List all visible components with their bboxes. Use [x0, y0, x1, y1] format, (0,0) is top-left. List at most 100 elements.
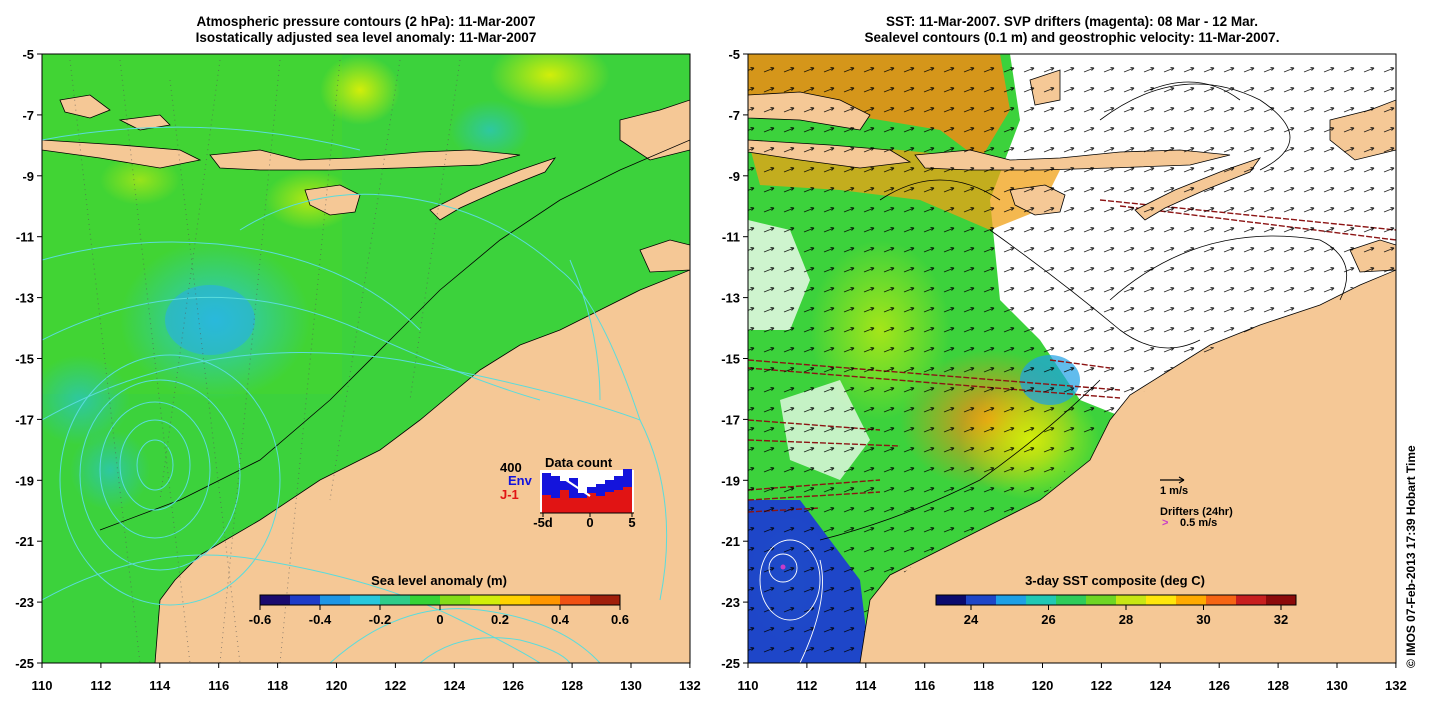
left-lat-label: -11 [16, 230, 34, 245]
left-colorbar-swatch [590, 595, 621, 605]
drifter-speed-label: 0.5 m/s [1180, 517, 1217, 529]
left-colorbar-swatch [440, 595, 471, 605]
right-lat-label: -21 [721, 534, 740, 549]
left-colorbar-tick-label: 0.6 [611, 612, 629, 627]
right-colorbar-tick-label: 24 [964, 612, 979, 627]
inset-bars [542, 469, 632, 513]
left-colorbar-swatch [380, 595, 411, 605]
left-lat-label: -9 [22, 169, 34, 184]
left-lon-label: 120 [326, 678, 348, 693]
left-colorbar-swatch [530, 595, 561, 605]
left-colorbar-tick-label: 0 [436, 612, 443, 627]
right-colorbar-swatch [966, 595, 997, 605]
velocity-legend: 1 m/s Drifters (24hr) > 0.5 m/s [1160, 476, 1233, 529]
right-colorbar-swatch [1236, 595, 1267, 605]
right-colorbar-tick-label: 32 [1274, 612, 1288, 627]
right-title-line2: Sealevel contours (0.1 m) and geostrophi… [864, 30, 1280, 45]
left-colorbar: Sea level anomaly (m) -0.6 -0.4 -0.2 0 0.2 0.… [249, 573, 629, 627]
inset-x-tick-1: -5d [533, 515, 553, 530]
right-lon-label: 118 [973, 678, 994, 693]
right-lon-label: 128 [1267, 678, 1289, 693]
right-colorbar-tick-label: 28 [1119, 612, 1133, 627]
right-lat-label: -13 [721, 291, 740, 306]
right-colorbar: 3-day SST composite (deg C) 24 26 28 30 32 [935, 573, 1297, 627]
right-lat-label: -5 [728, 47, 740, 62]
right-colorbar-swatch [1116, 595, 1147, 605]
left-colorbar-tick-label: 0.2 [491, 612, 509, 627]
right-lat-label: -11 [722, 230, 740, 245]
right-colorbar-swatch [1026, 595, 1057, 605]
left-lon-label: 126 [502, 678, 524, 693]
right-lon-label: 124 [1149, 678, 1171, 693]
left-colorbar-swatch [320, 595, 351, 605]
left-lat-label: -5 [22, 47, 34, 62]
left-lat-label: -23 [15, 595, 34, 610]
left-lon-label: 128 [561, 678, 583, 693]
right-colorbar-swatch [1056, 595, 1087, 605]
left-lon-label: 130 [620, 678, 642, 693]
left-lat-label: -25 [15, 656, 34, 671]
copyright-text: © IMOS 07-Feb-2013 17:39 Hobart Time [1404, 445, 1418, 668]
left-colorbar-ticks: -0.6 -0.4 -0.2 0 0.2 0.4 0.6 [249, 605, 629, 627]
left-colorbar-swatch [290, 595, 321, 605]
left-lon-label: 124 [443, 678, 465, 693]
right-title: SST: 11-Mar-2007. SVP drifters (magenta)… [748, 14, 1396, 46]
left-colorbar-swatch [260, 595, 291, 605]
right-colorbar-swatch [1206, 595, 1237, 605]
right-colorbar-swatches [936, 595, 1297, 605]
right-lon-label: 112 [796, 678, 817, 693]
left-title: Atmospheric pressure contours (2 hPa): 1… [42, 14, 690, 46]
inset-title: Data count [545, 455, 613, 470]
left-colorbar-label: Sea level anomaly (m) [371, 573, 507, 588]
right-lon-label: 122 [1091, 678, 1113, 693]
left-lat-label: -19 [15, 473, 34, 488]
left-colorbar-tick-label: -0.4 [309, 612, 332, 627]
right-lon-label: 130 [1326, 678, 1348, 693]
inset-legend-env: Env [508, 473, 533, 488]
drifters-label: Drifters (24hr) [1160, 506, 1233, 518]
right-lat-label: -19 [721, 473, 740, 488]
drifter-arrow-icon: > [1162, 517, 1168, 529]
left-lon-label: 114 [149, 678, 171, 693]
right-colorbar-tick-label: 26 [1041, 612, 1055, 627]
right-map [748, 54, 1396, 663]
left-colorbar-swatch [560, 595, 591, 605]
left-colorbar-tick-label: 0.4 [551, 612, 570, 627]
inset-legend-j1: J-1 [500, 487, 519, 502]
left-lon-label: 112 [90, 678, 111, 693]
map-axes: -5 -7 -9 -11 -13 -15 -17 -19 -21 -23 -25 110 112 114 1… [15, 47, 1407, 693]
right-lat-label: -7 [728, 108, 740, 123]
left-lon-label: 122 [385, 678, 407, 693]
right-lat-label: -17 [721, 412, 740, 427]
right-lon-label: 120 [1032, 678, 1054, 693]
data-count-inset: Data count 400 Env J-1 -5d 0 5 [500, 455, 636, 530]
right-colorbar-swatch [1146, 595, 1177, 605]
left-lat-label: -17 [15, 412, 34, 427]
left-lon-label: 118 [267, 678, 288, 693]
left-lat-label: -13 [15, 291, 34, 306]
left-lat-label: -7 [22, 108, 34, 123]
speed-scale-label: 1 m/s [1160, 485, 1188, 497]
right-lon-label: 132 [1385, 678, 1407, 693]
left-lon-label: 132 [679, 678, 701, 693]
right-lon-label: 116 [914, 678, 935, 693]
left-lat-label: -21 [15, 534, 34, 549]
right-colorbar-swatch [996, 595, 1027, 605]
left-colorbar-swatch [410, 595, 441, 605]
right-lon-label: 114 [855, 678, 877, 693]
left-colorbar-swatches [260, 595, 621, 605]
left-colorbar-swatch [500, 595, 531, 605]
right-colorbar-swatch [936, 595, 967, 605]
inset-max-label: 400 [500, 460, 522, 475]
right-colorbar-swatch [1176, 595, 1207, 605]
left-lon-label: 110 [32, 678, 53, 693]
right-lat-label: -25 [721, 656, 740, 671]
right-lon-label: 126 [1208, 678, 1230, 693]
left-colorbar-swatch [350, 595, 381, 605]
right-lat-label: -15 [721, 352, 740, 367]
left-title-line1: Atmospheric pressure contours (2 hPa): 1… [196, 14, 536, 29]
right-colorbar-swatch [1266, 595, 1297, 605]
right-lat-label: -23 [721, 595, 740, 610]
right-colorbar-label: 3-day SST composite (deg C) [1025, 573, 1205, 588]
